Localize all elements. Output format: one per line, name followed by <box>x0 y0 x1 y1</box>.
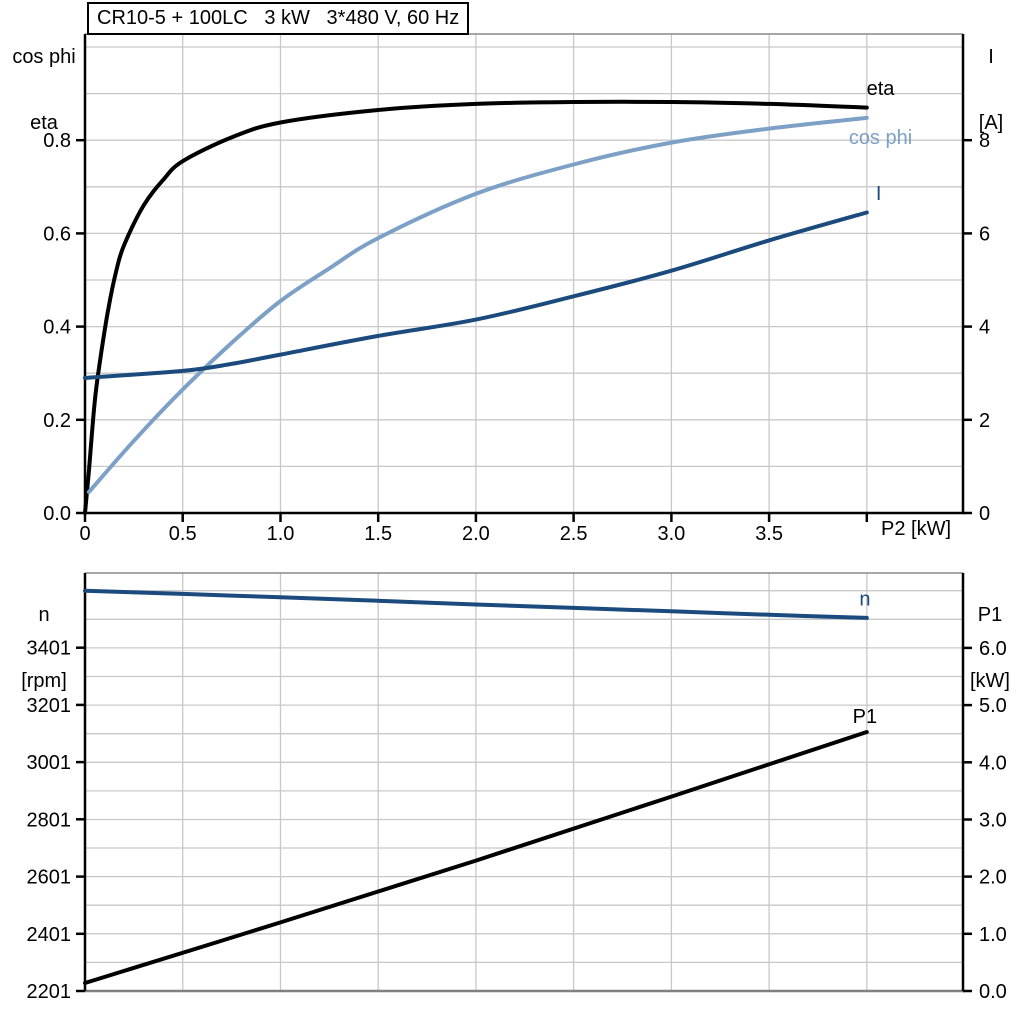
axis-label-cos-phi: cos phi <box>12 46 76 68</box>
left-tick-label: 0.4 <box>43 317 71 339</box>
x-tick-label: 3.0 <box>657 523 685 545</box>
gridlines <box>85 34 963 513</box>
top-left-axis-header: cos phi eta <box>6 2 82 178</box>
axis-label-kw-unit: [kW] <box>970 670 1010 692</box>
eta-curve <box>83 99 869 515</box>
cos phi-curve-label: cos phi <box>849 127 912 149</box>
axis-label-eta: eta <box>30 112 58 134</box>
right-tick-label: 5.0 <box>979 695 1007 717</box>
left-tick-label: 0.6 <box>43 223 71 245</box>
bottom-left-axis-header: n [rpm] <box>6 560 82 736</box>
n-curve-label: n <box>859 589 870 611</box>
right-tick-label: 8 <box>979 130 990 152</box>
P1-curve-label: P1 <box>853 706 877 728</box>
chart-title-box: CR10-5 + 100LC 3 kW 3*480 V, 60 Hz <box>87 2 470 35</box>
bottom-right-axis-header: P1 [kW] <box>958 560 1022 736</box>
right-tick-label: 6 <box>979 223 990 245</box>
x-axis-label-p2: P2 [kW] <box>881 518 952 540</box>
right-tick-label: 0 <box>979 503 990 525</box>
cos phi-curve <box>86 115 869 494</box>
axis-label-ampere-unit: [A] <box>978 112 1004 134</box>
left-tick-label: 3001 <box>27 752 72 774</box>
left-tick-label: 0.2 <box>43 410 71 432</box>
x-tick-label: 0 <box>79 523 90 545</box>
axis-label-rpm-unit: [rpm] <box>21 670 67 692</box>
right-tick-label: 4 <box>979 317 990 339</box>
right-tick-label: 0.0 <box>979 981 1007 1003</box>
eta-curve-label: eta <box>867 78 896 100</box>
right-tick-label: 3.0 <box>979 810 1007 832</box>
left-tick-label: 0.8 <box>43 130 71 152</box>
x-tick-label: 3.5 <box>755 523 783 545</box>
right-tick-label: 2 <box>979 410 990 432</box>
x-tick-label: 0.5 <box>169 523 197 545</box>
right-tick-label: 2.0 <box>979 867 1007 889</box>
x-tick-label: 2.0 <box>462 523 490 545</box>
motor-performance-top: 0 0.5 1.0 1.5 2.0 2.5 3.0 3.5 0.0 0.2 0.4 0.6 0.8 0 2 4… <box>43 33 990 545</box>
I-curve-label: I <box>876 183 882 205</box>
speed-power-bottom: 3401 3201 3001 2801 2601 2401 2201 6.0 5.0 4.0 3.0… <box>27 572 1007 1003</box>
gridlines <box>85 573 963 991</box>
right-tick-label: 4.0 <box>979 752 1007 774</box>
P1-curve <box>83 730 869 985</box>
x-tick-label: 1.5 <box>364 523 392 545</box>
left-tick-label: 2201 <box>27 981 72 1003</box>
x-tick-label: 1.0 <box>267 523 295 545</box>
chart-title: CR10-5 + 100LC 3 kW 3*480 V, 60 Hz <box>97 7 460 29</box>
top-right-axis-header: I [A] <box>962 2 1020 178</box>
right-tick-label: 1.0 <box>979 924 1007 946</box>
left-tick-label: 2801 <box>27 809 72 831</box>
left-tick-label: 2601 <box>27 867 72 889</box>
left-tick-label: 2401 <box>27 924 72 946</box>
x-tick-label: 2.5 <box>560 523 588 545</box>
axis-label-current: I <box>988 46 994 68</box>
n-curve <box>83 588 869 620</box>
axis-label-p1: P1 <box>977 604 1003 626</box>
left-tick-label: 3401 <box>27 638 72 660</box>
left-tick-label: 0.0 <box>43 503 71 525</box>
axis-label-speed: n <box>38 604 50 626</box>
I-curve <box>83 210 869 380</box>
left-tick-label: 3201 <box>27 695 72 717</box>
right-tick-label: 6.0 <box>979 638 1007 660</box>
